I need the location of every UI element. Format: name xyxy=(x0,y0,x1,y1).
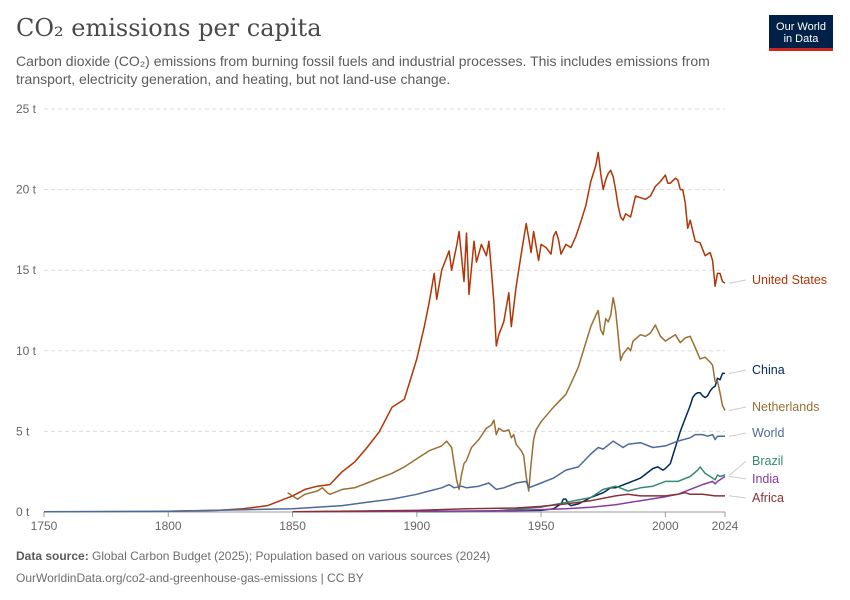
label-connector-africa xyxy=(729,495,747,499)
series-label-africa[interactable]: Africa xyxy=(752,491,784,505)
series-line-world[interactable] xyxy=(43,433,725,513)
series-label-world[interactable]: World xyxy=(752,426,784,440)
y-tick-label: 0 t xyxy=(16,505,30,519)
y-tick-label: 25 t xyxy=(16,102,37,116)
x-axis: 1750 1800 1850 1900 1950 2000 2024 xyxy=(31,511,739,533)
label-connector-world xyxy=(729,432,747,437)
label-connector-netherlands xyxy=(729,406,747,411)
x-tick-label: 1900 xyxy=(403,519,430,533)
y-tick-label: 10 t xyxy=(16,344,37,358)
y-tick-label: 5 t xyxy=(16,424,30,438)
x-tick-label: 2000 xyxy=(652,519,679,533)
y-tick-label: 15 t xyxy=(16,263,37,277)
source-url[interactable]: OurWorldinData.org/co2-and-greenhouse-ga… xyxy=(16,571,364,585)
line-chart: 0 t5 t10 t15 t20 t25 t 1750 1800 1850 1900 1… xyxy=(16,102,827,533)
series-line-china[interactable] xyxy=(416,372,725,513)
x-tick-label: 1800 xyxy=(155,519,182,533)
label-connector-brazil xyxy=(729,460,747,476)
series-label-india[interactable]: India xyxy=(752,472,779,486)
data-source-text: Global Carbon Budget (2025); Population … xyxy=(92,549,491,563)
series-line-netherlands[interactable] xyxy=(287,296,726,500)
data-source-label: Data source: xyxy=(16,549,89,563)
series-line-united-states[interactable] xyxy=(168,151,726,512)
label-connector-india xyxy=(729,476,747,480)
series-labels: United States China Netherlands World Brazil… xyxy=(729,273,827,505)
series-label-brazil[interactable]: Brazil xyxy=(752,454,783,468)
label-connector-china xyxy=(729,369,747,374)
data-source: Data source: Global Carbon Budget (2025)… xyxy=(16,549,490,563)
series-label-netherlands[interactable]: Netherlands xyxy=(752,400,819,414)
x-tick-label: 1850 xyxy=(279,519,306,533)
logo-line-1: Our World xyxy=(776,20,826,33)
series-label-united-states[interactable]: United States xyxy=(752,273,827,287)
label-connector-united-states xyxy=(729,279,747,284)
series-line-africa[interactable] xyxy=(292,491,726,513)
chart-subtitle: Carbon dioxide (CO₂) emissions from burn… xyxy=(16,53,710,87)
chart-series xyxy=(43,151,726,513)
series-line-india[interactable] xyxy=(292,475,726,513)
x-tick-label: 2024 xyxy=(712,519,739,533)
logo-line-2: in Data xyxy=(783,32,819,45)
y-axis-ticks: 0 t 5 t 10 t 15 t 20 t 25 t xyxy=(16,102,37,519)
series-line-brazil[interactable] xyxy=(416,466,726,513)
y-tick-label: 20 t xyxy=(16,183,37,197)
x-tick-label: 1750 xyxy=(31,519,58,533)
chart-grid xyxy=(44,108,725,432)
chart-title: CO₂ emissions per capita xyxy=(16,14,322,42)
x-tick-label: 1950 xyxy=(528,519,555,533)
series-label-china[interactable]: China xyxy=(752,363,785,377)
owid-logo[interactable]: Our World in Data xyxy=(769,15,833,51)
